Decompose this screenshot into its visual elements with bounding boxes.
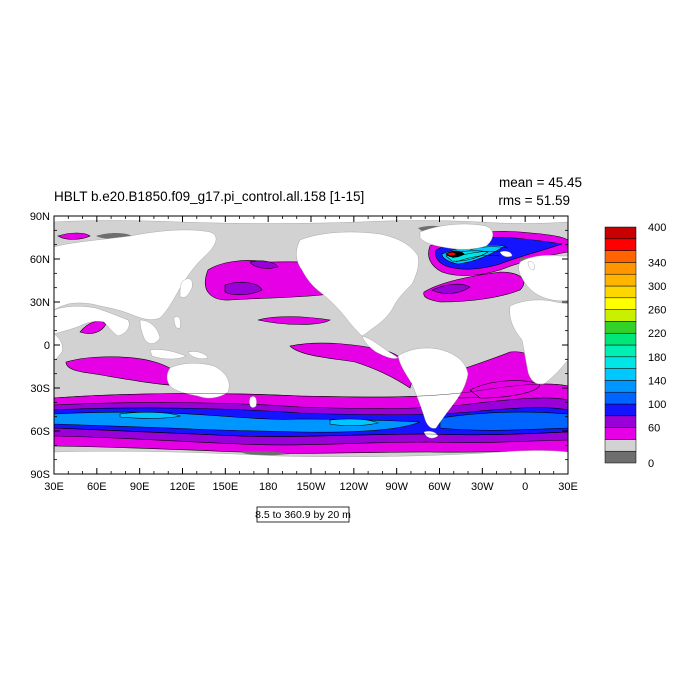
land-arabia-india [54, 306, 130, 337]
colorbar-label: 100 [648, 399, 666, 411]
land-new-guinea [187, 351, 209, 359]
southern-band-cyan-patch-2 [329, 418, 379, 427]
colorbar-label: 300 [648, 281, 666, 293]
x-tick-label: 120E [170, 481, 196, 493]
x-axis: 30E 60E 90E 120E 150E 180 150W 120W 90W 60W 30W 0 30… [44, 216, 578, 493]
y-tick-label: 60N [30, 254, 50, 266]
colorbar-label: 340 [648, 257, 666, 269]
x-tick-label: 60E [87, 481, 107, 493]
colorbar-swatch [604, 285, 637, 299]
x-tick-label: 120W [339, 481, 368, 493]
x-tick-label: 30E [558, 481, 578, 493]
x-tick-label: 30E [44, 481, 64, 493]
colorbar-swatch [604, 262, 637, 275]
land-southeast-asia [139, 319, 161, 344]
y-tick-label: 30S [30, 383, 50, 395]
colorbar-swatch [604, 368, 637, 381]
colorbar-swatch [604, 344, 637, 358]
land-indonesia [149, 349, 187, 360]
colorbar-swatch [604, 297, 637, 310]
colorbar-swatch [604, 250, 637, 263]
colorbar-label: 180 [648, 352, 666, 364]
colorbar-label: 0 [648, 458, 654, 470]
patch-north-pacific-violet [224, 281, 263, 296]
colorbar-swatch [604, 356, 637, 369]
rms-stat: rms = 51.59 [498, 193, 570, 208]
colorbar-swatch [604, 439, 637, 452]
contour-info-box [256, 506, 350, 523]
map-plot-area [54, 216, 568, 474]
x-tick-label: 90E [130, 481, 150, 493]
y-tick-label: 90S [30, 469, 50, 481]
colorbar-swatch [604, 321, 637, 334]
hotspot-red-core [447, 252, 456, 256]
x-tick-label: 90W [385, 481, 408, 493]
land-greenland [419, 223, 493, 250]
patch-north-atlantic [423, 271, 525, 303]
southern-band-cyan-patch [119, 411, 181, 419]
colorbar-swatch [604, 391, 637, 405]
contour-lines [54, 383, 568, 437]
x-tick-label: 30W [471, 481, 494, 493]
colorbar-swatch [604, 403, 637, 417]
colorbar-swatch [604, 380, 637, 393]
land-japan [179, 278, 193, 298]
contour-sh-inner [54, 427, 568, 437]
x-tick-label: 150E [212, 481, 238, 493]
land-north-america [296, 231, 419, 337]
y-tick-label: 90N [30, 211, 50, 223]
colorbar-swatch [604, 332, 637, 346]
colorbar-label: 60 [648, 423, 660, 435]
land-uk [527, 261, 535, 271]
patch-north-atlantic-violet [431, 283, 471, 294]
colorbar-swatch [604, 427, 637, 440]
colorbar-swatch [604, 309, 637, 322]
x-tick-label: 180 [259, 481, 277, 493]
missing-antarctic [240, 451, 290, 456]
y-tick-label: 0 [44, 340, 50, 352]
land-new-zealand [249, 396, 257, 408]
patch-arctic-siberia [57, 232, 91, 240]
mean-stat: mean = 45.45 [499, 175, 582, 190]
colorbar-swatch [604, 226, 637, 240]
land-antarctic-peninsula [423, 431, 439, 439]
contour-sh-outer [54, 383, 568, 399]
contour-info-label: 8.5 to 360.9 by 20 m [255, 509, 351, 521]
colorbar-label: 260 [648, 305, 666, 317]
chart-title: HBLT b.e20.B1850.f09_g17.pi_control.all.… [54, 189, 364, 204]
x-tick-label: 0 [522, 481, 528, 493]
colorbar-swatch [604, 415, 637, 428]
land-africa-east [54, 333, 63, 363]
land-iceland [499, 251, 513, 257]
colorbar-legend: 400 340 300 260 220 180 140 100 60 0 [604, 222, 666, 470]
patch-north-pacific-small [249, 260, 279, 269]
colorbar-label: 220 [648, 328, 666, 340]
colorbar-swatch [604, 450, 637, 464]
land-south-america [397, 347, 469, 429]
colorbar-swatch [604, 273, 637, 287]
x-tick-label: 150W [297, 481, 326, 493]
land-australia [166, 363, 230, 399]
land-central-america [361, 335, 399, 359]
colorbar-label: 400 [648, 222, 666, 234]
x-tick-label: 60W [428, 481, 451, 493]
y-axis: 90N 60N 30N 0 30S 60S 90S [30, 211, 568, 481]
land-eurasia-east [54, 229, 217, 320]
y-tick-label: 60S [30, 426, 50, 438]
colorbar-swatch [604, 238, 637, 251]
colorbar-label: 140 [648, 375, 666, 387]
patch-subtropical-pacific [257, 316, 331, 325]
southern-band-blue-atlantic [439, 411, 568, 431]
y-tick-label: 30N [30, 297, 50, 309]
land-philippines [173, 316, 181, 329]
land-africa-west [509, 299, 568, 385]
